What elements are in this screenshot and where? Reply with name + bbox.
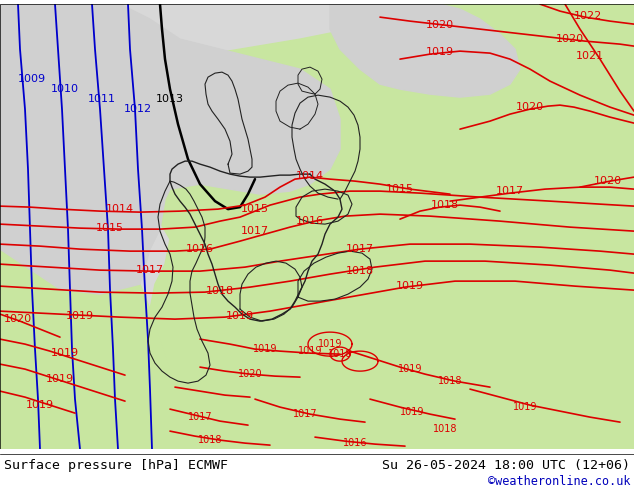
Polygon shape — [330, 4, 520, 97]
Text: 1018: 1018 — [433, 424, 457, 434]
Text: 1019: 1019 — [66, 311, 94, 321]
Text: Su 26-05-2024 18:00 UTC (12+06): Su 26-05-2024 18:00 UTC (12+06) — [382, 459, 630, 472]
Text: 1019: 1019 — [398, 364, 422, 374]
Text: 1013: 1013 — [156, 94, 184, 104]
Text: 1019: 1019 — [226, 311, 254, 321]
Text: 1020: 1020 — [4, 314, 32, 324]
Text: 1017: 1017 — [346, 244, 374, 254]
Text: ©weatheronline.co.uk: ©weatheronline.co.uk — [488, 475, 630, 489]
Text: 1015: 1015 — [96, 223, 124, 233]
Text: Surface pressure [hPa] ECMWF: Surface pressure [hPa] ECMWF — [4, 459, 228, 472]
Text: 1018: 1018 — [346, 266, 374, 276]
Text: 1017: 1017 — [188, 412, 212, 422]
Text: 1014: 1014 — [106, 204, 134, 214]
Text: 1021: 1021 — [576, 51, 604, 61]
Text: 1018: 1018 — [328, 349, 353, 359]
Text: 1015: 1015 — [241, 204, 269, 214]
Text: 1019: 1019 — [513, 402, 537, 412]
Text: 1016: 1016 — [186, 244, 214, 254]
Text: 1017: 1017 — [293, 409, 317, 419]
Polygon shape — [110, 4, 634, 449]
Text: 1019: 1019 — [26, 400, 54, 410]
Text: 1018: 1018 — [437, 376, 462, 386]
Text: 1014: 1014 — [296, 171, 324, 181]
Text: 1011: 1011 — [88, 94, 116, 104]
Text: 1019: 1019 — [253, 344, 277, 354]
Text: 1020: 1020 — [556, 34, 584, 44]
Text: 1017: 1017 — [136, 265, 164, 275]
Text: 1020: 1020 — [516, 102, 544, 112]
Text: 1016: 1016 — [296, 216, 324, 226]
Text: 1020: 1020 — [426, 20, 454, 30]
Text: 1018: 1018 — [431, 200, 459, 210]
Text: 1018: 1018 — [206, 286, 234, 296]
Text: 1018: 1018 — [198, 435, 223, 445]
Text: 1016: 1016 — [343, 438, 367, 448]
Polygon shape — [0, 249, 170, 449]
Text: 1020: 1020 — [594, 176, 622, 186]
Text: 1019: 1019 — [426, 47, 454, 57]
Text: 1015: 1015 — [386, 184, 414, 194]
Text: 1019: 1019 — [396, 281, 424, 291]
Text: 1019: 1019 — [298, 346, 322, 356]
Text: 1022: 1022 — [574, 11, 602, 21]
Text: 1020: 1020 — [238, 369, 262, 379]
Text: 1019: 1019 — [51, 348, 79, 358]
Text: 1012: 1012 — [124, 104, 152, 114]
Text: 1009: 1009 — [18, 74, 46, 84]
Text: 1019: 1019 — [46, 374, 74, 384]
Text: 1019: 1019 — [318, 339, 342, 349]
Polygon shape — [0, 4, 340, 294]
Text: 1010: 1010 — [51, 84, 79, 94]
Text: 1019: 1019 — [400, 407, 424, 417]
Text: 1017: 1017 — [496, 186, 524, 196]
Text: 1017: 1017 — [241, 226, 269, 236]
